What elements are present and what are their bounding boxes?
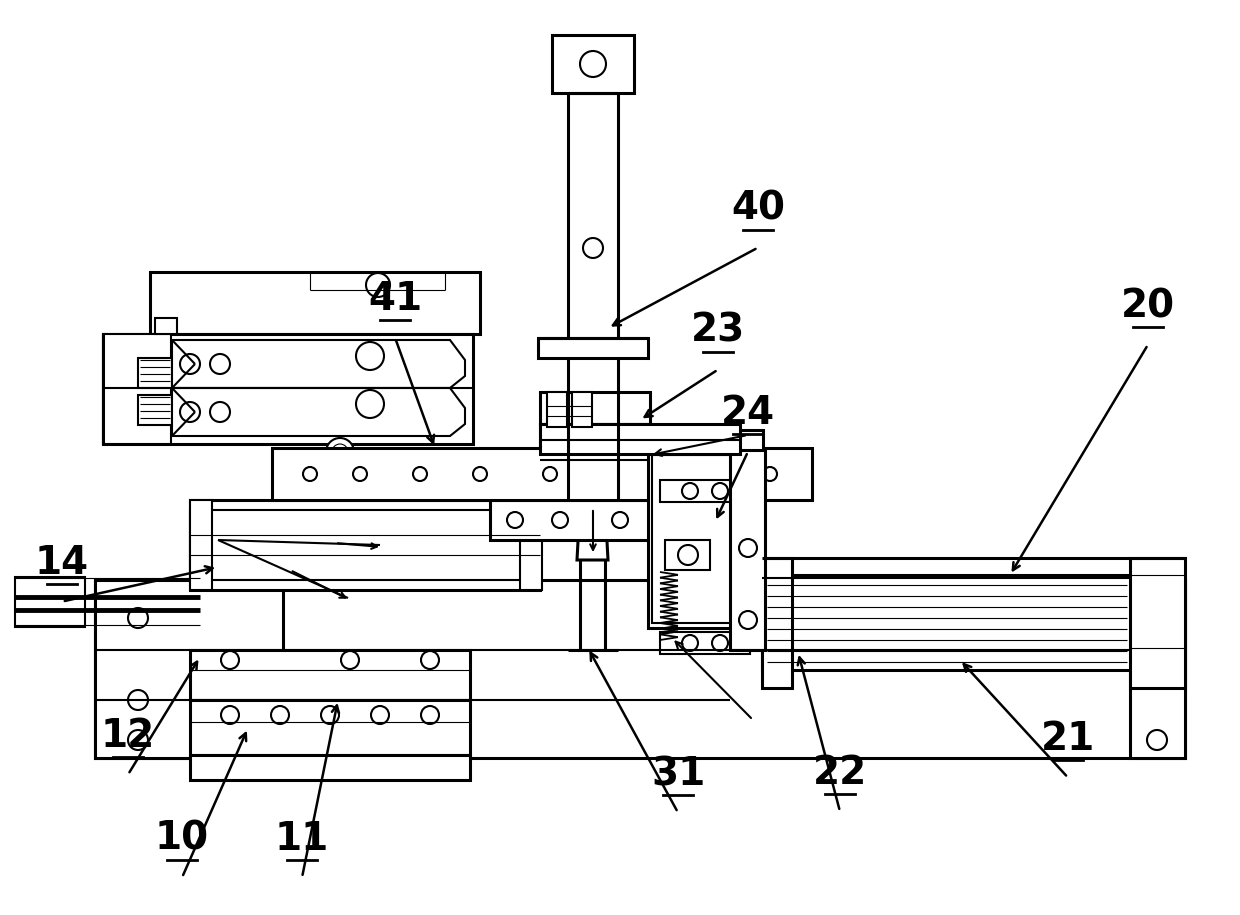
Circle shape: [580, 51, 606, 77]
Bar: [572, 392, 591, 427]
Text: 12: 12: [100, 717, 155, 755]
Bar: [539, 424, 740, 454]
Circle shape: [472, 467, 487, 481]
Circle shape: [353, 467, 367, 481]
Bar: [539, 392, 650, 424]
Circle shape: [128, 608, 148, 628]
Circle shape: [653, 467, 667, 481]
Circle shape: [422, 706, 439, 724]
Bar: [103, 334, 472, 444]
Circle shape: [210, 402, 229, 422]
Circle shape: [221, 706, 239, 724]
Circle shape: [657, 512, 673, 528]
Bar: [1130, 558, 1185, 688]
Circle shape: [371, 706, 389, 724]
Circle shape: [356, 342, 384, 370]
Bar: [95, 580, 283, 758]
Bar: [649, 450, 763, 628]
Bar: [138, 358, 172, 388]
Bar: [539, 424, 650, 504]
Bar: [190, 500, 539, 590]
Text: 20: 20: [1121, 287, 1176, 325]
Circle shape: [341, 651, 360, 669]
Circle shape: [221, 651, 239, 669]
Bar: [272, 448, 812, 500]
Bar: [190, 510, 539, 580]
Bar: [490, 500, 711, 540]
Bar: [150, 272, 480, 334]
Text: 21: 21: [1040, 720, 1095, 758]
Text: 24: 24: [720, 394, 775, 432]
Circle shape: [366, 273, 391, 297]
Text: 22: 22: [813, 754, 867, 792]
Bar: [763, 575, 1132, 670]
Circle shape: [682, 635, 698, 651]
Bar: [538, 338, 649, 358]
Circle shape: [413, 467, 427, 481]
Bar: [547, 392, 567, 427]
Circle shape: [712, 483, 728, 499]
Bar: [763, 558, 792, 688]
Bar: [15, 577, 86, 627]
Circle shape: [128, 690, 148, 710]
Bar: [190, 700, 470, 755]
Bar: [652, 455, 759, 623]
Bar: [103, 334, 171, 444]
Circle shape: [682, 483, 698, 499]
Circle shape: [422, 651, 439, 669]
Circle shape: [180, 402, 200, 422]
Text: 11: 11: [275, 820, 329, 858]
Bar: [1130, 580, 1185, 758]
Circle shape: [551, 400, 565, 416]
Circle shape: [739, 611, 756, 629]
Circle shape: [587, 473, 600, 487]
Circle shape: [1147, 730, 1167, 750]
Bar: [190, 755, 470, 780]
Text: 10: 10: [155, 820, 210, 858]
Polygon shape: [172, 340, 465, 388]
Circle shape: [128, 730, 148, 750]
Circle shape: [613, 512, 627, 528]
Bar: [660, 480, 750, 502]
Circle shape: [712, 635, 728, 651]
Text: 31: 31: [651, 755, 706, 793]
Circle shape: [678, 545, 698, 565]
Circle shape: [763, 467, 777, 481]
Circle shape: [579, 466, 608, 494]
Bar: [730, 450, 765, 650]
Circle shape: [552, 512, 568, 528]
Circle shape: [356, 390, 384, 418]
Bar: [552, 35, 634, 93]
Circle shape: [332, 444, 348, 460]
Bar: [520, 500, 542, 590]
Bar: [190, 650, 470, 700]
Circle shape: [583, 238, 603, 258]
Polygon shape: [577, 504, 608, 560]
Bar: [138, 395, 172, 425]
Polygon shape: [172, 388, 465, 436]
Circle shape: [713, 467, 727, 481]
Bar: [660, 632, 750, 654]
Text: 14: 14: [35, 544, 89, 582]
Circle shape: [180, 354, 200, 374]
Circle shape: [326, 438, 353, 466]
Circle shape: [272, 706, 289, 724]
Bar: [155, 318, 177, 334]
Bar: [95, 580, 1185, 758]
Bar: [649, 430, 763, 452]
Bar: [190, 500, 212, 590]
Text: 23: 23: [691, 312, 745, 350]
Circle shape: [507, 512, 523, 528]
Circle shape: [1147, 658, 1167, 678]
Circle shape: [210, 354, 229, 374]
Bar: [665, 540, 711, 570]
Text: 41: 41: [368, 280, 422, 318]
Circle shape: [321, 706, 339, 724]
Circle shape: [303, 467, 317, 481]
Polygon shape: [556, 504, 635, 520]
Circle shape: [739, 539, 756, 557]
Circle shape: [543, 467, 557, 481]
Text: 40: 40: [732, 190, 785, 228]
